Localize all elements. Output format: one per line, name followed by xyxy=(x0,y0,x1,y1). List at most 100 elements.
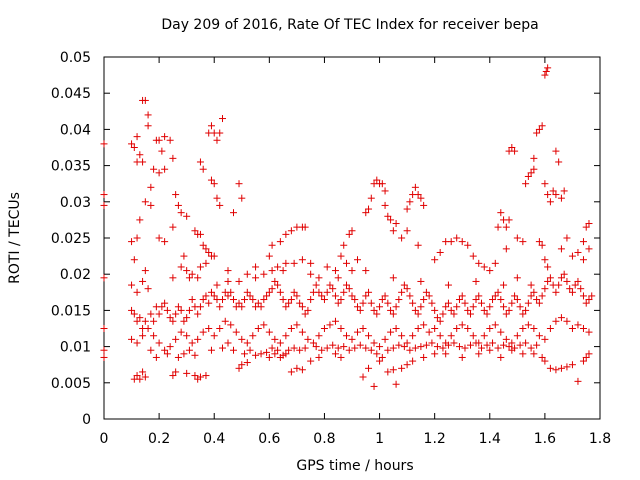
data-point-plus xyxy=(585,328,593,336)
x-tick-label: 0.2 xyxy=(148,431,170,447)
data-point-plus xyxy=(232,328,240,336)
data-point-plus xyxy=(436,317,444,325)
data-point-plus xyxy=(544,191,552,199)
data-point-plus xyxy=(100,274,108,282)
data-point-plus xyxy=(422,288,430,296)
data-point-plus xyxy=(100,140,108,148)
data-point-plus xyxy=(455,343,463,351)
x-tick-label: 0.6 xyxy=(258,431,280,447)
data-point-plus xyxy=(538,122,546,130)
data-point-plus xyxy=(422,341,430,349)
data-point-plus xyxy=(533,341,541,349)
data-point-plus xyxy=(161,133,169,141)
data-point-plus xyxy=(464,306,472,314)
data-point-plus xyxy=(384,212,392,220)
data-point-plus xyxy=(307,270,315,278)
data-point-plus xyxy=(588,292,596,300)
data-point-plus xyxy=(326,321,334,329)
data-point-plus xyxy=(378,180,386,188)
data-point-plus xyxy=(150,165,158,173)
data-point-plus xyxy=(439,344,447,352)
x-tick-label: 1 xyxy=(375,431,384,447)
data-point-plus xyxy=(466,310,474,318)
data-point-plus xyxy=(210,180,218,188)
data-point-plus xyxy=(183,212,191,220)
data-point-plus xyxy=(541,71,549,79)
data-point-plus xyxy=(246,292,254,300)
data-point-plus xyxy=(546,274,554,282)
data-point-plus xyxy=(392,220,400,228)
data-point-plus xyxy=(568,325,576,332)
data-point-plus xyxy=(169,154,177,162)
data-point-plus xyxy=(141,373,149,381)
data-point-plus xyxy=(560,270,568,278)
data-point-plus xyxy=(276,288,284,296)
data-point-plus xyxy=(403,285,411,293)
data-point-plus xyxy=(359,325,367,332)
data-point-plus xyxy=(555,158,563,166)
data-point-plus xyxy=(411,183,419,191)
data-point-plus xyxy=(563,234,571,242)
data-point-plus xyxy=(301,310,309,318)
data-point-plus xyxy=(128,335,136,343)
data-point-plus xyxy=(287,296,295,304)
data-point-plus xyxy=(254,299,262,307)
data-point-plus xyxy=(538,292,546,300)
data-point-plus xyxy=(235,364,243,372)
data-point-plus xyxy=(224,267,232,275)
data-point-plus xyxy=(403,205,411,213)
data-point-plus xyxy=(494,288,502,296)
data-point-plus xyxy=(161,299,169,307)
data-point-plus xyxy=(128,238,136,246)
data-point-plus xyxy=(320,325,328,332)
data-point-plus xyxy=(466,341,474,349)
data-point-plus xyxy=(464,325,472,332)
data-point-plus xyxy=(282,303,290,311)
data-point-plus xyxy=(549,187,557,195)
data-point-plus xyxy=(392,325,400,332)
data-point-plus xyxy=(188,339,196,347)
data-point-plus xyxy=(497,353,505,361)
data-point-plus xyxy=(491,292,499,300)
data-point-plus xyxy=(381,187,389,195)
data-point-plus xyxy=(340,343,348,351)
data-point-plus xyxy=(141,317,149,325)
data-point-plus xyxy=(516,303,524,311)
data-point-plus xyxy=(544,277,552,285)
data-point-plus xyxy=(334,344,342,352)
data-point-plus xyxy=(546,325,554,332)
data-point-plus xyxy=(265,252,273,260)
data-point-plus xyxy=(172,310,180,318)
data-point-plus xyxy=(571,281,579,289)
data-point-plus xyxy=(133,317,141,325)
data-point-plus xyxy=(480,306,488,314)
data-point-plus xyxy=(574,277,582,285)
data-point-plus xyxy=(381,201,389,209)
data-point-plus xyxy=(296,346,304,354)
data-point-plus xyxy=(351,344,359,352)
data-point-plus xyxy=(579,357,587,365)
data-point-plus xyxy=(574,248,582,256)
data-point-plus xyxy=(136,314,144,322)
data-point-plus xyxy=(235,299,243,307)
data-point-plus xyxy=(585,350,593,358)
data-point-plus xyxy=(139,332,147,340)
data-point-plus xyxy=(147,183,155,191)
data-point-plus xyxy=(185,274,193,282)
data-point-plus xyxy=(579,325,587,332)
data-point-plus xyxy=(486,325,494,332)
x-tick-label: 0.4 xyxy=(203,431,225,447)
data-point-plus xyxy=(480,263,488,271)
data-point-plus xyxy=(530,165,538,173)
data-point-plus xyxy=(158,147,166,155)
x-tick-label: 0.8 xyxy=(313,431,335,447)
data-point-plus xyxy=(238,194,246,202)
data-point-plus xyxy=(491,259,499,267)
data-point-plus xyxy=(282,259,290,267)
y-tick-label: 0.025 xyxy=(51,231,91,247)
data-point-plus xyxy=(370,339,378,347)
data-point-plus xyxy=(533,296,541,304)
data-point-plus xyxy=(458,292,466,300)
data-point-plus xyxy=(279,296,287,304)
